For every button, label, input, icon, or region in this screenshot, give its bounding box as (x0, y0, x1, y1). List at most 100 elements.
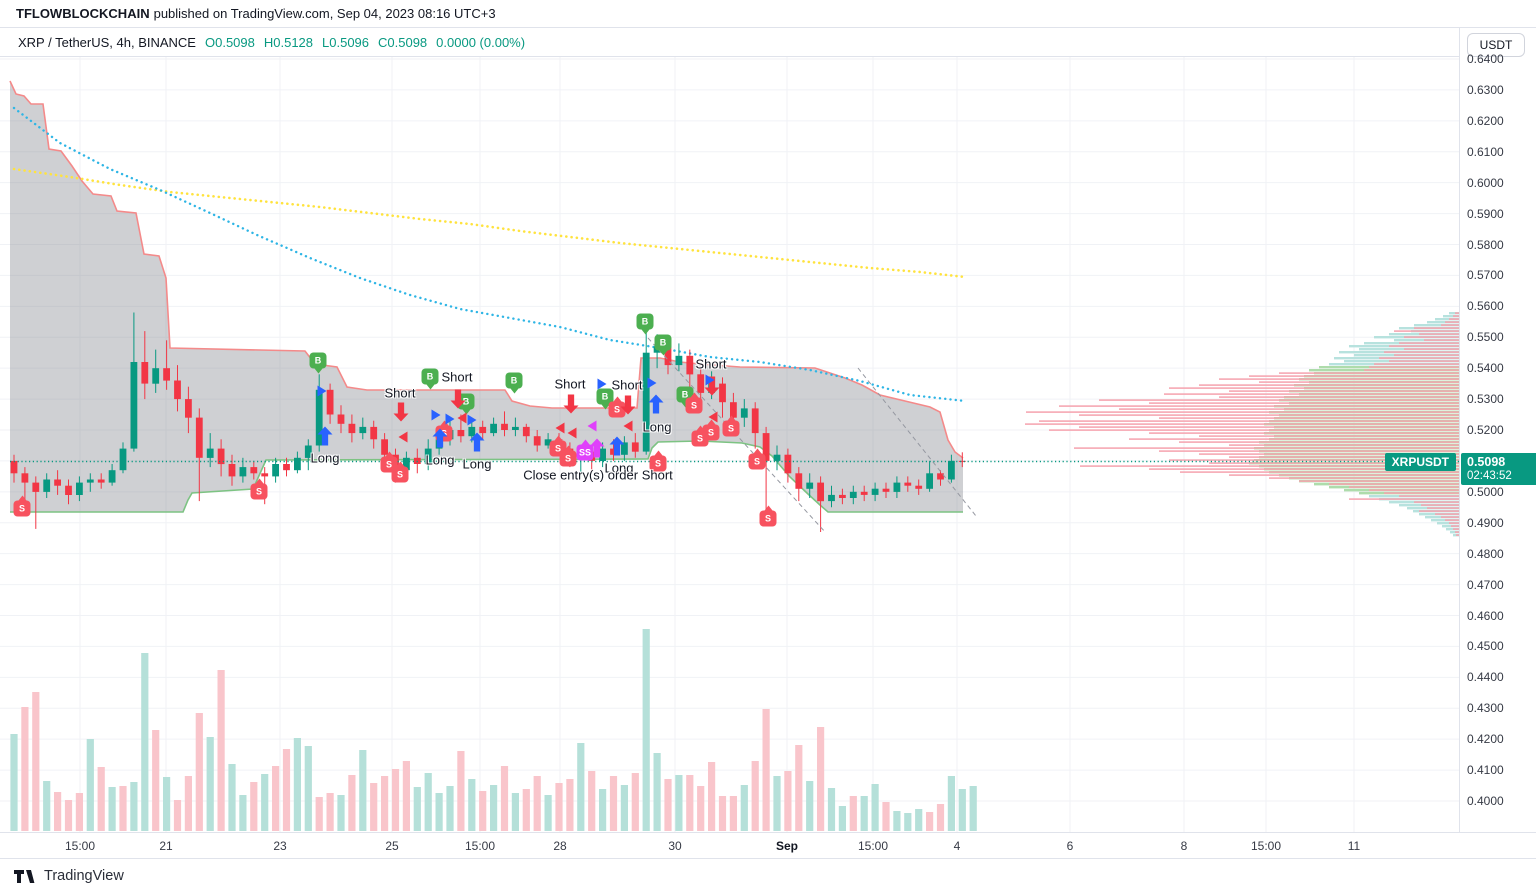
symbol-legend[interactable]: XRP / TetherUS, 4h, BINANCE O0.5098 H0.5… (0, 28, 1459, 57)
candle (76, 482, 83, 495)
chart-canvas[interactable] (0, 28, 1459, 832)
candle (621, 442, 628, 455)
volume-bar (239, 795, 247, 831)
candle (817, 482, 824, 502)
volume-profile (1025, 312, 1459, 537)
candle (261, 473, 269, 477)
candle (566, 448, 574, 458)
volume-bar (141, 653, 149, 831)
candle (381, 439, 388, 455)
volume-bar (795, 745, 803, 831)
candle (631, 442, 639, 452)
volume-bar (915, 809, 923, 831)
candle (697, 374, 705, 393)
candle (948, 460, 955, 480)
price-label: 0.4200 (1467, 732, 1504, 747)
time-label: 6 (1066, 839, 1074, 853)
candle (21, 473, 29, 483)
price-label: 0.4500 (1467, 639, 1504, 654)
candle (272, 464, 279, 477)
volume-bar (348, 775, 356, 831)
volume-bar (163, 777, 171, 831)
volume-bar (10, 734, 18, 831)
time-label: 15:00 (64, 839, 96, 853)
volume-bar (130, 782, 138, 831)
time-label: 11 (1347, 839, 1361, 853)
current-price-badge: 0.5098 02:43:52 (1461, 452, 1536, 485)
candle (544, 439, 552, 446)
volume-bar (642, 629, 650, 831)
volume-bar (838, 806, 846, 831)
price-axis[interactable]: USDT 0.6400 0.6300 0.6200 0.6100 0.6000 0.590… (1459, 28, 1536, 832)
tradingview-logo-icon[interactable] (14, 869, 37, 884)
current-price-value: 0.5098 (1467, 454, 1506, 469)
volume-bar (664, 779, 672, 831)
candle (228, 464, 236, 477)
volume-bar (446, 786, 454, 831)
price-label: 0.4400 (1467, 670, 1504, 685)
candle (806, 482, 814, 489)
volume-bar (588, 771, 596, 831)
candle (435, 439, 443, 449)
bar-countdown: 02:43:52 (1467, 469, 1512, 482)
candle (555, 439, 563, 449)
volume-bar (97, 767, 105, 831)
band-indicator (9, 80, 964, 513)
candle (926, 473, 933, 489)
price-label: 0.6000 (1467, 175, 1504, 190)
candle (599, 448, 606, 461)
candle (490, 423, 497, 434)
candle (937, 473, 944, 480)
candle (54, 479, 61, 486)
candle (533, 436, 541, 446)
volume-bar (718, 796, 727, 831)
volume-bar (282, 749, 291, 831)
tradingview-brand[interactable]: TradingView (44, 868, 124, 884)
candle (664, 346, 672, 366)
candle (370, 426, 378, 440)
volume-bar (32, 692, 40, 831)
open-value: O0.5098 (204, 34, 255, 50)
candle (871, 488, 879, 495)
author-name: TFLOWBLOCKCHAIN (16, 6, 150, 21)
volume-bar (206, 737, 214, 831)
candle (315, 389, 323, 446)
volume-bar (773, 776, 781, 831)
volume-bar (173, 800, 182, 831)
candle (130, 362, 138, 449)
volume-bar (762, 709, 770, 831)
volume-bar (936, 804, 945, 831)
volume-bar (947, 776, 955, 831)
time-label: Sep (775, 839, 799, 853)
volume-bar (43, 781, 51, 831)
candle (326, 389, 334, 415)
symbol-price-tag: XRPUSDT (1384, 453, 1456, 471)
volume-bar (653, 753, 661, 831)
price-label: 0.5900 (1467, 206, 1504, 221)
candle (795, 473, 803, 489)
volume-bar (522, 789, 530, 831)
candle (359, 426, 367, 434)
candle (588, 451, 596, 461)
price-label: 0.4600 (1467, 608, 1504, 623)
price-label: 0.5200 (1467, 423, 1504, 437)
volume-bar (740, 785, 748, 831)
price-label: 0.4100 (1467, 763, 1504, 778)
time-axis[interactable]: 15:00 21 23 25 15:00 28 30 Sep 15:00 4 6 8 15:00 11 (0, 832, 1536, 859)
volume-bar (893, 811, 901, 831)
volume-bar (729, 796, 737, 831)
currency-toggle-button[interactable]: USDT (1467, 33, 1525, 57)
candle (32, 482, 40, 492)
candle (828, 494, 835, 502)
symbol-title[interactable]: XRP / TetherUS, 4h, BINANCE (18, 34, 196, 50)
volume-bar (609, 776, 618, 831)
volume-bar (370, 783, 378, 831)
price-label: 0.4900 (1467, 515, 1504, 530)
candle (708, 383, 715, 393)
candle (304, 445, 312, 458)
volume-bar (599, 789, 607, 831)
volume-bar (435, 793, 443, 831)
candle (904, 482, 912, 486)
candle (206, 448, 214, 458)
